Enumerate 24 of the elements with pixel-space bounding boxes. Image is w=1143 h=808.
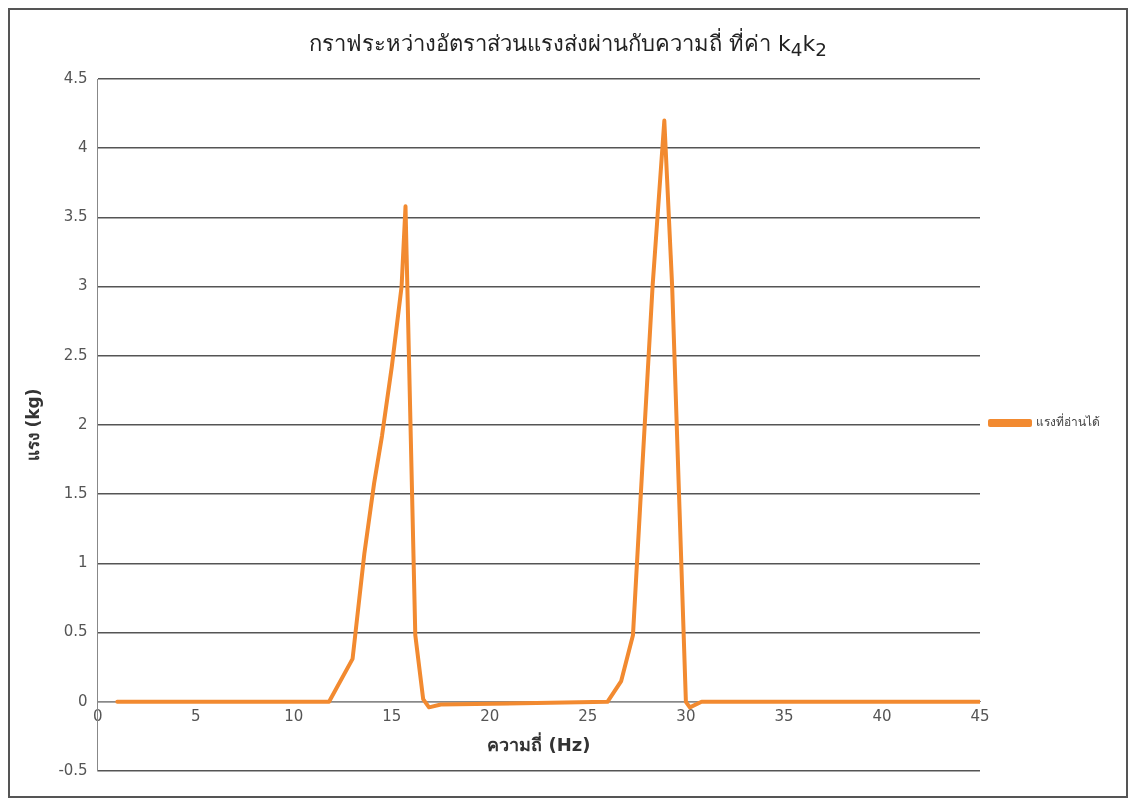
y-tick-label: 3 — [78, 276, 88, 295]
y-tick-label: 2 — [78, 414, 88, 433]
x-tick-label: 10 — [284, 706, 304, 725]
y-tick-label: 4.5 — [63, 68, 88, 87]
y-tick-label: 0.5 — [63, 622, 88, 641]
y-tick-label: 0 — [78, 691, 88, 710]
y-tick-label: 2.5 — [63, 345, 88, 364]
y-tick-label: 3.5 — [63, 207, 88, 226]
y-tick-label: 4 — [78, 138, 88, 157]
x-axis-title: ความถี่ (Hz) — [487, 732, 591, 756]
x-tick-label: 25 — [578, 706, 598, 725]
y-tick-label: 1 — [78, 553, 88, 572]
y-tick-label: -0.5 — [58, 760, 88, 779]
chart-title: กราฟระหว่างอัตราส่วนแรงส่งผ่านกับความถี่ ที่ค่า k$_{4}$k$_{2}$ — [308, 27, 828, 61]
y-tick-label: 1.5 — [63, 484, 88, 503]
x-tick-label: 40 — [872, 706, 892, 725]
x-tick-label: 35 — [774, 706, 794, 725]
y-axis-title: แรง (kg) — [22, 388, 43, 462]
legend-label: แรงที่อ่านได้ — [1036, 413, 1100, 430]
x-tick-label: 15 — [382, 706, 402, 725]
x-tick-label: 30 — [676, 706, 696, 725]
x-tick-label: 5 — [190, 706, 201, 725]
x-tick-label: 20 — [480, 706, 500, 725]
x-tick-label: 45 — [970, 706, 990, 725]
